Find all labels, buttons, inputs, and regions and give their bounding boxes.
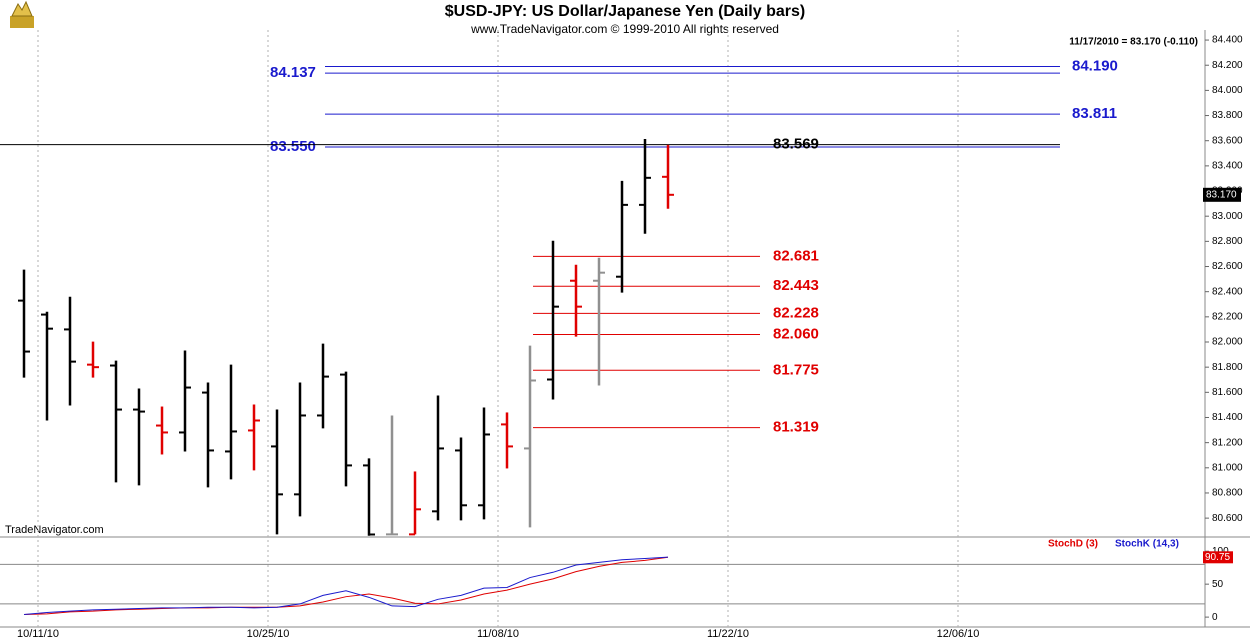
ohlc-bar bbox=[179, 350, 191, 452]
level-label: 83.811 bbox=[1072, 105, 1117, 122]
ohlc-bar bbox=[133, 388, 145, 486]
ohlc-bar bbox=[386, 415, 398, 536]
y-tick-label: 81.800 bbox=[1212, 362, 1243, 373]
info-text: 11/17/2010 = 83.170 (-0.110) bbox=[1069, 37, 1198, 48]
last-price-label: 83.170 bbox=[1206, 189, 1237, 200]
logo bbox=[10, 0, 34, 28]
ohlc-bar bbox=[317, 343, 329, 429]
ohlc-bar bbox=[110, 360, 122, 483]
level-label: 81.319 bbox=[773, 419, 819, 436]
y-tick-label: 81.200 bbox=[1212, 437, 1243, 448]
chart-title: $USD-JPY: US Dollar/Japanese Yen (Daily … bbox=[445, 3, 805, 20]
y-tick-label: 84.200 bbox=[1212, 60, 1243, 71]
y-tick-label: 82.000 bbox=[1212, 337, 1243, 348]
y-tick-label: 83.400 bbox=[1212, 161, 1243, 172]
level-label: 83.569 bbox=[773, 136, 819, 153]
stoch-line bbox=[23, 556, 669, 615]
ohlc-bar bbox=[432, 395, 444, 521]
y-tick-label: 83.600 bbox=[1212, 135, 1243, 146]
y-tick-label: 80.800 bbox=[1212, 488, 1243, 499]
ohlc-bar bbox=[616, 180, 628, 293]
level-label: 82.228 bbox=[773, 304, 819, 321]
x-tick-label: 10/11/10 bbox=[17, 628, 59, 640]
y-tick-label: 83.800 bbox=[1212, 110, 1243, 121]
y-tick-label: 80.600 bbox=[1212, 513, 1243, 524]
chart-subtitle: www.TradeNavigator.com © 1999-2010 All r… bbox=[470, 22, 779, 36]
level-label: 82.443 bbox=[773, 277, 819, 294]
x-tick-label: 12/06/10 bbox=[937, 628, 980, 640]
y-tick-label: 0 bbox=[1212, 612, 1218, 623]
ohlc-bar bbox=[662, 144, 674, 209]
y-tick-label: 81.000 bbox=[1212, 462, 1243, 473]
level-label: 82.681 bbox=[773, 247, 819, 264]
ohlc-bar bbox=[202, 382, 214, 488]
ohlc-bar bbox=[363, 458, 375, 536]
level-label: 84.190 bbox=[1072, 57, 1118, 74]
y-tick-label: 82.200 bbox=[1212, 311, 1243, 322]
y-tick-label: 82.600 bbox=[1212, 261, 1243, 272]
y-tick-label: 83.000 bbox=[1212, 211, 1243, 222]
x-tick-label: 11/08/10 bbox=[477, 628, 519, 640]
y-tick-label: 50 bbox=[1212, 579, 1224, 590]
ohlc-bar bbox=[524, 345, 536, 528]
legend-entry: StochD (3) bbox=[1048, 539, 1098, 550]
y-tick-label: 81.400 bbox=[1212, 412, 1243, 423]
ohlc-bar bbox=[64, 296, 76, 406]
last-value-label: 90.75 bbox=[1205, 552, 1230, 563]
stoch-line bbox=[23, 556, 669, 615]
ohlc-bar bbox=[570, 264, 582, 337]
ohlc-bar bbox=[156, 406, 168, 455]
y-tick-label: 84.400 bbox=[1212, 35, 1243, 46]
ohlc-bar bbox=[639, 138, 651, 234]
y-tick-label: 81.600 bbox=[1212, 387, 1243, 398]
y-tick-label: 84.000 bbox=[1212, 85, 1243, 96]
x-tick-label: 11/22/10 bbox=[707, 628, 749, 640]
y-tick-label: 82.800 bbox=[1212, 236, 1243, 247]
y-tick-label: 82.400 bbox=[1212, 286, 1243, 297]
level-label: 84.137 bbox=[270, 64, 316, 81]
level-label: 82.060 bbox=[773, 325, 819, 342]
ohlc-bar bbox=[409, 471, 421, 536]
ohlc-bar bbox=[478, 407, 490, 520]
ohlc-bar bbox=[87, 341, 99, 378]
ohlc-bar bbox=[248, 404, 260, 471]
ohlc-bar bbox=[593, 257, 605, 386]
ohlc-bar bbox=[340, 371, 352, 487]
last-price-box bbox=[1203, 187, 1241, 202]
watermark: TradeNavigator.com bbox=[5, 524, 104, 536]
legend-entry: StochK (14,3) bbox=[1115, 539, 1179, 550]
ohlc-bar bbox=[225, 364, 237, 480]
ohlc-bar bbox=[547, 240, 559, 400]
ohlc-bar bbox=[501, 412, 513, 469]
ohlc-bar bbox=[18, 269, 30, 378]
ohlc-bar bbox=[41, 311, 53, 421]
level-label: 83.550 bbox=[270, 138, 316, 155]
ohlc-bar bbox=[455, 437, 467, 521]
last-value-box bbox=[1203, 551, 1233, 564]
x-tick-label: 10/25/10 bbox=[247, 628, 290, 640]
level-label: 81.775 bbox=[773, 361, 819, 378]
ohlc-bar bbox=[271, 409, 283, 535]
ohlc-bar bbox=[294, 382, 306, 517]
